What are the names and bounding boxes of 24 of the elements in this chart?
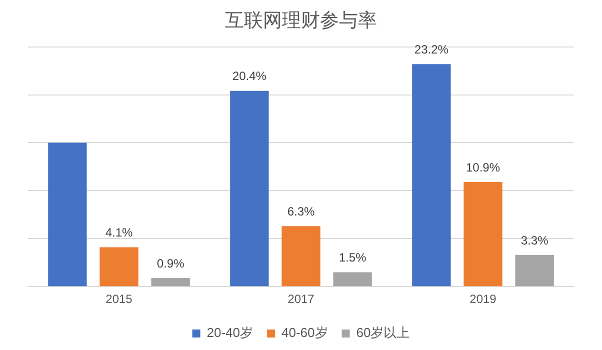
x-tick-label: 2015: [106, 292, 133, 306]
x-tick-label: 2017: [288, 292, 315, 306]
bar: [515, 254, 554, 286]
bar: [333, 272, 372, 286]
bar: [48, 142, 87, 286]
bar: [464, 182, 502, 286]
data-label: 4.1%: [105, 226, 133, 240]
bar: [230, 90, 269, 286]
data-label: 0.9%: [156, 256, 185, 270]
data-label: 6.3%: [287, 204, 315, 218]
data-label: 23.2%: [414, 42, 449, 56]
data-label: 3.3%: [520, 233, 549, 248]
legend-label: 60岁以上: [356, 325, 410, 340]
chart-title: 互联网理财参与率: [225, 10, 377, 32]
bar: [100, 247, 138, 286]
bar: [412, 64, 451, 286]
data-label: 1.5%: [338, 250, 367, 265]
bar: [282, 226, 320, 286]
legend-label: 20-40岁: [206, 325, 254, 340]
bar: [151, 278, 190, 286]
data-label: 10.9%: [466, 160, 500, 174]
data-label: 20.4%: [232, 69, 267, 84]
x-tick-label: 2019: [470, 292, 497, 306]
legend-label: 40-60岁: [282, 325, 328, 340]
